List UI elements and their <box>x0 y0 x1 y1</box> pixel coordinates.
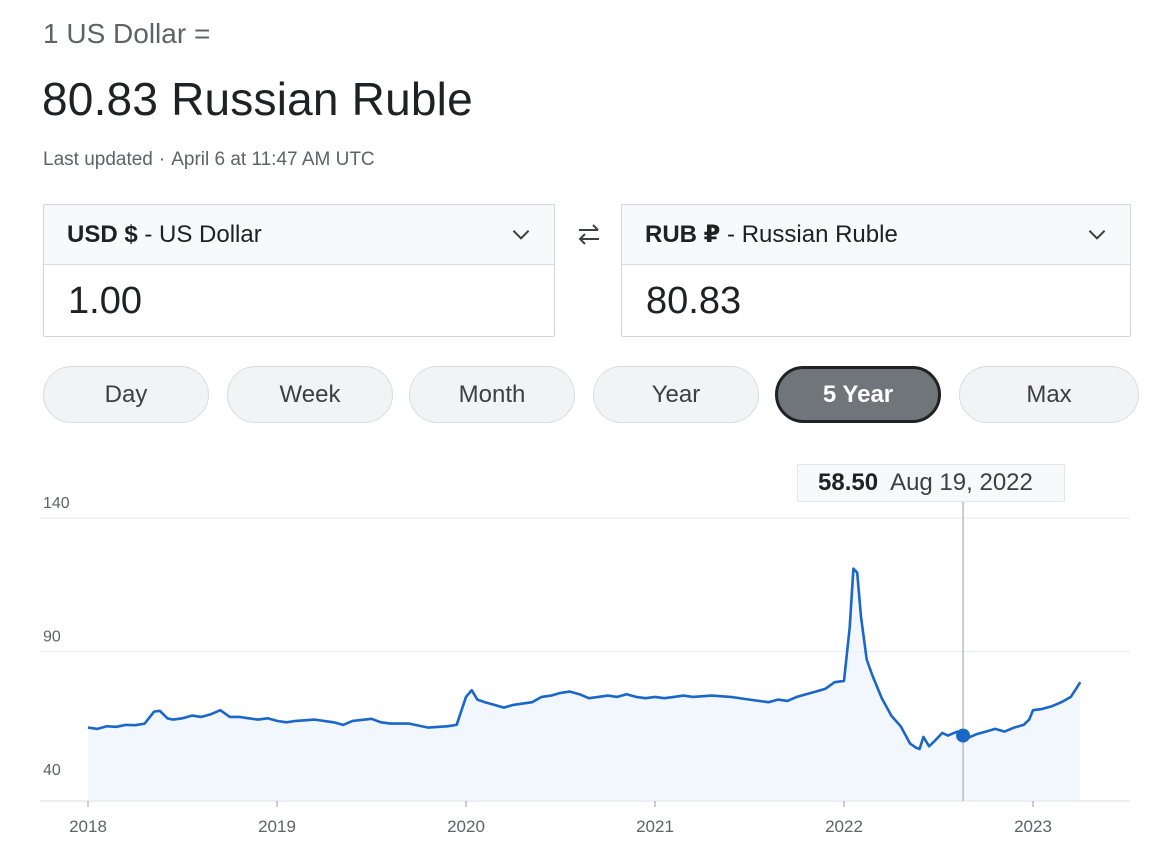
x-tick-label: 2019 <box>258 817 296 836</box>
range-month-button[interactable]: Month <box>409 366 575 423</box>
range-week-button[interactable]: Week <box>227 366 393 423</box>
range-max-button[interactable]: Max <box>959 366 1139 423</box>
tooltip-date: Aug 19, 2022 <box>890 469 1033 496</box>
y-tick-label: 140 <box>43 495 70 512</box>
from-currency-box: USD $ - US Dollar 1.00 <box>43 204 555 337</box>
series-area <box>88 568 1081 801</box>
tooltip-value: 58.50 <box>818 469 879 496</box>
last-updated: Last updated · April 6 at 11:47 AM UTC <box>43 149 375 171</box>
x-tick-label: 2020 <box>447 817 485 836</box>
chart-tooltip: 58.50 Aug 19, 2022 <box>797 464 1065 502</box>
y-tick-label: 40 <box>43 762 61 779</box>
highlight-point <box>956 728 971 743</box>
swap-arrows-icon[interactable] <box>574 217 604 251</box>
last-updated-label: Last updated <box>43 149 153 170</box>
to-currency-select[interactable]: RUB ₽ - Russian Ruble <box>622 205 1130 265</box>
range-5year-button[interactable]: 5 Year <box>775 366 941 423</box>
to-currency-box: RUB ₽ - Russian Ruble 80.83 <box>621 204 1131 337</box>
chevron-down-icon <box>1088 230 1106 240</box>
exchange-rate-chart[interactable]: 140 90 40 2018 2019 2020 2021 2022 2023 <box>0 455 1174 856</box>
conversion-result: 80.83 Russian Ruble <box>42 73 473 125</box>
x-tick-label: 2022 <box>825 817 863 836</box>
x-tick-label: 2023 <box>1014 817 1052 836</box>
from-currency-code: USD $ <box>67 220 138 248</box>
from-currency-select[interactable]: USD $ - US Dollar <box>44 205 554 265</box>
from-currency-name: - US Dollar <box>137 220 262 248</box>
series-line <box>87 567 1082 751</box>
last-updated-time: April 6 at 11:47 AM UTC <box>171 149 375 170</box>
to-amount-input[interactable]: 80.83 <box>646 279 742 322</box>
x-tick-label: 2018 <box>69 817 107 836</box>
to-currency-code: RUB ₽ <box>645 221 721 248</box>
y-tick-label: 90 <box>43 629 61 646</box>
range-day-button[interactable]: Day <box>43 366 209 423</box>
x-tick-label: 2021 <box>636 817 674 836</box>
separator-dot: · <box>158 149 166 170</box>
from-amount-input[interactable]: 1.00 <box>68 279 142 322</box>
conversion-prefix: 1 US Dollar = <box>43 18 211 49</box>
time-range-selector: Day Week Month Year 5 Year Max <box>0 366 1174 424</box>
range-year-button[interactable]: Year <box>593 366 759 423</box>
to-currency-name: - Russian Ruble <box>720 220 898 248</box>
chevron-down-icon <box>512 230 530 240</box>
